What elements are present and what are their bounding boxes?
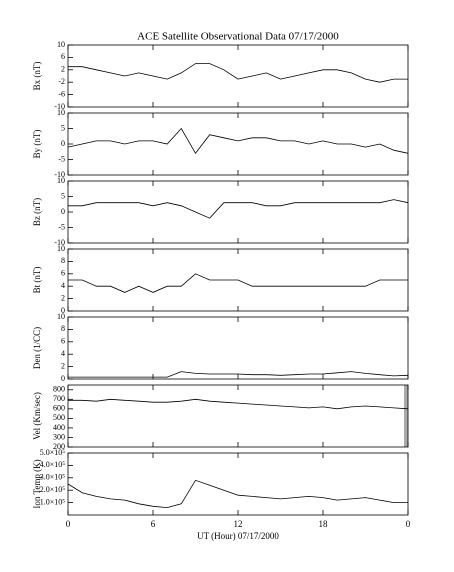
y-axis-label: Bz (nT) (32, 198, 42, 226)
y-tick-label: 800 (53, 385, 65, 394)
data-line (68, 371, 409, 378)
y-tick-label: 400 (53, 423, 65, 432)
y-tick-label: 10 (57, 108, 65, 117)
panel-frame (67, 180, 409, 244)
x-tick-label: 0 (66, 519, 71, 529)
y-tick-label: 2 (61, 65, 65, 74)
y-tick-label: 3.0×10⁵ (40, 473, 66, 482)
y-tick-label: 10 (57, 244, 65, 253)
y-tick-label: 200 (53, 442, 65, 451)
y-tick-label: 10 (57, 40, 65, 49)
x-axis-label: UT (Hour) 07/17/2000 (197, 531, 279, 541)
y-tick-label: 6 (61, 337, 65, 346)
panel-frame (67, 112, 409, 176)
y-tick-label: 4.0×10⁵ (40, 460, 66, 469)
data-line (67, 127, 409, 155)
y-tick-label: 4 (61, 349, 65, 358)
x-tick-label: 18 (319, 519, 329, 529)
y-tick-label: 0 (61, 139, 65, 148)
x-tick-label: 0 (406, 519, 411, 529)
x-tick-label: 12 (234, 519, 243, 529)
shade (404, 385, 408, 447)
y-tick-label: -5 (58, 154, 65, 163)
y-tick-label: 500 (53, 413, 65, 422)
panel-frame (67, 384, 409, 448)
y-tick-label: 2 (61, 293, 65, 302)
data-line (68, 63, 408, 83)
y-tick-label: 2 (61, 361, 65, 370)
y-tick-label: 0 (61, 306, 65, 315)
y-axis-label: Bt (nT) (32, 267, 42, 294)
y-tick-label: 600 (53, 404, 65, 413)
y-tick-label: -5 (58, 222, 65, 231)
y-tick-label: 6 (61, 52, 65, 61)
y-tick-label: 6 (61, 269, 65, 278)
panel-frame (67, 452, 409, 516)
y-tick-label: 5 (61, 191, 65, 200)
panel-frame (67, 316, 409, 380)
y-axis-label: Bx (nT) (32, 62, 42, 91)
y-tick-label: -2 (58, 77, 65, 86)
y-tick-label: 10 (57, 312, 65, 321)
y-tick-label: 1.0×10⁵ (40, 497, 66, 506)
y-tick-label: 4 (61, 281, 65, 290)
panel-frame (67, 44, 409, 108)
data-line (67, 479, 408, 509)
y-axis-label: By (nT) (32, 130, 42, 159)
y-tick-label: 8 (61, 324, 65, 333)
y-tick-label: 5 (61, 123, 65, 132)
y-tick-label: 0 (61, 207, 65, 216)
y-axis-label: Ion Temp (K) (32, 459, 42, 508)
y-tick-label: 8 (61, 256, 65, 265)
y-tick-label: 10 (57, 176, 65, 185)
y-tick-label: -10 (54, 238, 65, 247)
data-line (68, 398, 409, 410)
y-axis-label: Vel (Km/sec) (32, 392, 42, 440)
chart-title: ACE Satellite Observational Data 07/17/2… (137, 31, 339, 43)
y-tick-label: 2.0×10⁵ (40, 485, 66, 494)
y-tick-label: 700 (53, 394, 65, 403)
y-tick-label: -6 (58, 89, 65, 98)
data-line (68, 273, 408, 293)
y-tick-label: 0 (61, 374, 65, 383)
x-tick-label: 6 (151, 519, 156, 529)
y-tick-label: 5.0×10⁵ (40, 448, 66, 457)
y-tick-label: -10 (54, 170, 65, 179)
data-line (68, 199, 409, 219)
y-axis-label: Den (1/CC) (32, 327, 42, 369)
y-tick-label: -10 (54, 102, 65, 111)
y-tick-label: 300 (53, 432, 65, 441)
